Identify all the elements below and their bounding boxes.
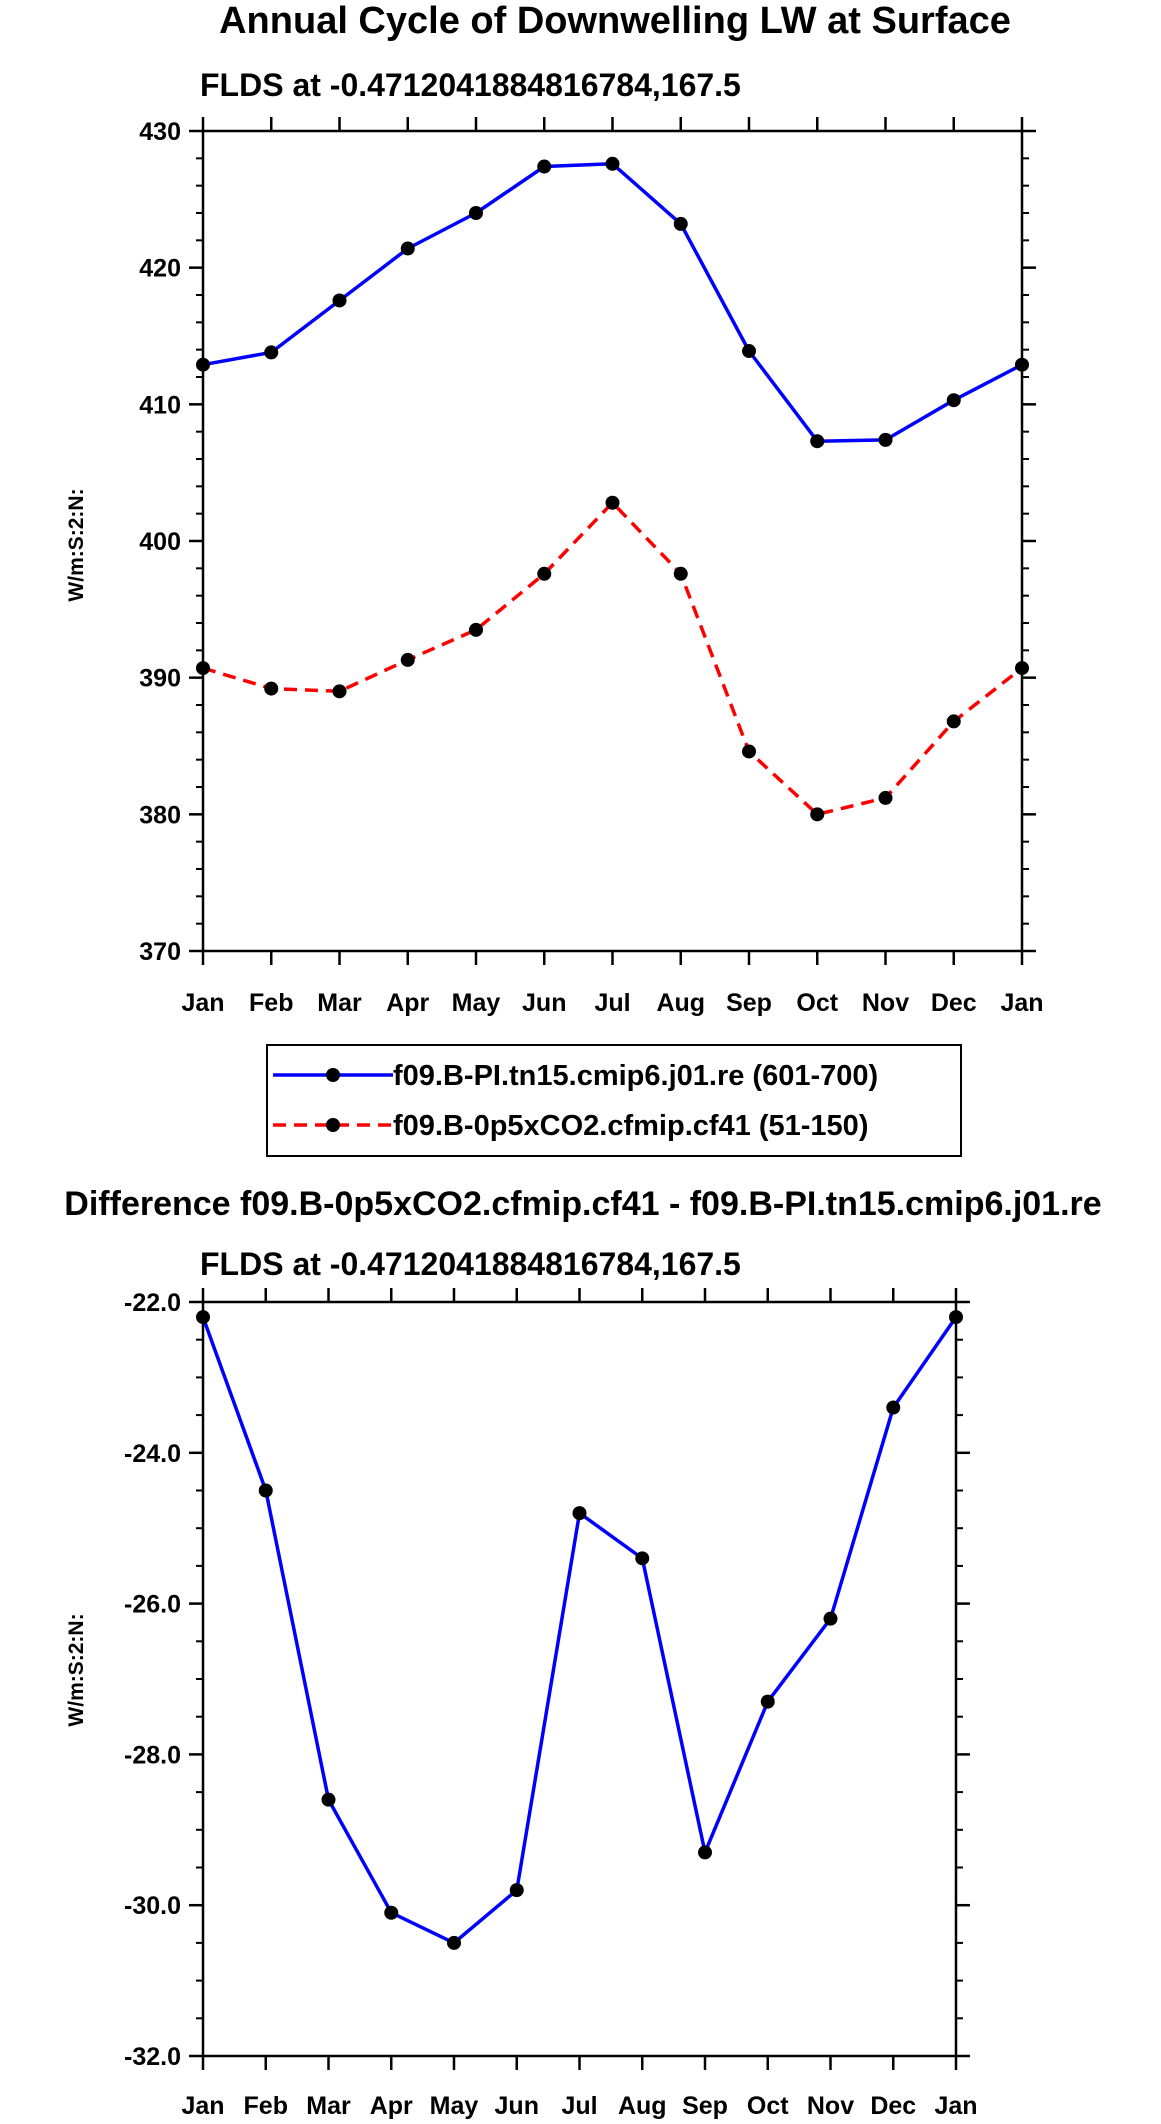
bottom-chart-subtitle: FLDS at -0.4712041884816784,167.5 xyxy=(200,1246,741,1282)
bottom-chart-title: Difference f09.B-0p5xCO2.cfmip.cf41 - f0… xyxy=(64,1185,1101,1223)
top-series-2-point xyxy=(742,744,756,759)
top-series-1-point xyxy=(196,357,210,372)
top-chart-title: Annual Cycle of Downwelling LW at Surfac… xyxy=(219,0,1011,42)
top-series-2-point xyxy=(400,652,415,667)
top-plot-frame xyxy=(201,129,1024,953)
top-xtick-label: Jul xyxy=(594,989,630,1017)
top-xtick-label: Oct xyxy=(796,989,838,1017)
top-series-2-point xyxy=(605,495,620,510)
top-series-2-point xyxy=(673,566,688,581)
bottom-xtick-label: May xyxy=(430,2092,479,2120)
bottom-ytick-label: -26.0 xyxy=(124,1591,181,1619)
bottom-xtick-label: Aug xyxy=(618,2092,667,2120)
bottom-xtick-label: Oct xyxy=(747,2092,789,2120)
top-series-2-line xyxy=(202,500,1024,817)
top-series-2-point xyxy=(810,807,825,822)
bottom-series-1-point xyxy=(886,1400,901,1415)
top-xtick-label: Jun xyxy=(522,989,566,1017)
bottom-ytick-label: -28.0 xyxy=(124,1741,181,1769)
top-series-2-point xyxy=(946,714,961,729)
top-series-1-point xyxy=(1015,357,1029,372)
bottom-xtick-label: Apr xyxy=(370,2092,413,2120)
top-xtick-label: Aug xyxy=(656,989,705,1017)
top-ytick-label: 400 xyxy=(139,528,181,556)
top-series-1-point xyxy=(605,156,620,171)
bottom-ytick-label: -30.0 xyxy=(124,1892,181,1920)
top-xtick-label: Feb xyxy=(249,989,293,1017)
bottom-ytick-label: -24.0 xyxy=(124,1440,181,1468)
bottom-series-1-point xyxy=(698,1845,712,1860)
legend: f09.B-PI.tn15.cmip6.j01.re (601-700) f09… xyxy=(266,1044,962,1157)
bottom-xtick-label: Dec xyxy=(870,2092,916,2120)
bottom-xtick-label: Sep xyxy=(682,2092,728,2120)
top-series-1-point xyxy=(400,241,415,256)
bottom-ytick-label: -32.0 xyxy=(124,2043,181,2071)
legend-swatch-marker-series-1 xyxy=(326,1068,340,1082)
bottom-series-1-line xyxy=(201,1316,958,1945)
legend-entry-series-1: f09.B-PI.tn15.cmip6.j01.re (601-700) xyxy=(393,1060,878,1092)
top-chart-ylabel: W/m:S:2:N: xyxy=(65,488,88,601)
top-series-1-point xyxy=(878,432,893,447)
top-ytick-label: 380 xyxy=(139,801,181,829)
top-xtick-label: Sep xyxy=(726,989,772,1017)
top-ytick-label: 370 xyxy=(139,938,181,966)
top-series-2-point xyxy=(878,790,893,805)
bottom-series-1-point xyxy=(572,1506,587,1521)
top-series-1-point xyxy=(264,345,279,360)
top-series-1-line xyxy=(202,162,1023,443)
bottom-chart-ylabel: W/m:S:2:N: xyxy=(65,1613,88,1726)
top-ytick-label: 420 xyxy=(139,255,181,283)
top-series-2-point xyxy=(332,684,347,699)
top-series-1-point xyxy=(332,293,347,308)
legend-box xyxy=(266,1044,962,1157)
top-chart-subtitle: FLDS at -0.4712041884816784,167.5 xyxy=(200,67,741,103)
top-series-1-point xyxy=(810,434,825,449)
top-series-2-point xyxy=(1015,661,1029,676)
top-xtick-label: Jan xyxy=(1000,989,1043,1017)
bottom-series-1-point xyxy=(949,1310,963,1325)
legend-entry-series-2: f09.B-0p5xCO2.cfmip.cf41 (51-150) xyxy=(393,1110,868,1142)
bottom-series-1-point xyxy=(509,1883,524,1898)
bottom-series-1-point xyxy=(447,1935,461,1950)
top-series-2-point xyxy=(264,681,279,696)
bottom-series-1-point xyxy=(635,1551,650,1566)
bottom-plot-frame xyxy=(201,1300,958,2058)
bottom-xtick-label: Jun xyxy=(495,2092,539,2120)
bottom-series-1-point xyxy=(384,1905,399,1920)
bottom-series-1-point xyxy=(258,1483,273,1498)
bottom-xtick-label: Jan xyxy=(181,2092,224,2120)
top-xtick-label: Apr xyxy=(386,989,429,1017)
top-xtick-label: Nov xyxy=(862,989,909,1017)
top-ytick-label: 430 xyxy=(139,118,181,146)
bottom-series-1-point xyxy=(321,1792,336,1807)
bottom-xtick-label: Jan xyxy=(934,2092,977,2120)
top-series-2-point xyxy=(196,661,210,676)
top-series-1-point xyxy=(469,206,483,220)
bottom-series-1-point xyxy=(196,1310,210,1325)
legend-swatch-marker-series-2 xyxy=(326,1118,340,1132)
top-plot-area: 370 380 390 400 410 420 430 Jan Feb Mar Apr May Jun J… xyxy=(139,117,1044,1017)
top-series-1-point xyxy=(742,344,756,359)
bottom-series-1-point xyxy=(823,1611,838,1626)
bottom-xtick-label: Nov xyxy=(807,2092,854,2120)
top-xtick-label: May xyxy=(452,989,501,1017)
top-series-2-point xyxy=(537,566,552,581)
bottom-ytick-label: -22.0 xyxy=(124,1289,181,1317)
top-xtick-label: Mar xyxy=(317,989,362,1017)
bottom-xtick-label: Jul xyxy=(561,2092,597,2120)
top-ytick-label: 390 xyxy=(139,665,181,693)
bottom-series-1-point xyxy=(760,1694,775,1709)
bottom-plot-area: -32.0 -30.0 -28.0 -26.0 -24.0 -22.0 Jan Feb Mar A… xyxy=(124,1288,978,2120)
top-series-1-point xyxy=(673,216,688,231)
bottom-xtick-label: Feb xyxy=(244,2092,288,2120)
top-xtick-label: Jan xyxy=(181,989,224,1017)
top-series-1-point xyxy=(946,393,961,408)
top-ytick-label: 410 xyxy=(139,391,181,419)
top-xtick-label: Dec xyxy=(931,989,977,1017)
top-series-2-point xyxy=(469,622,483,637)
top-series-1-point xyxy=(537,159,552,174)
bottom-xtick-label: Mar xyxy=(306,2092,351,2120)
